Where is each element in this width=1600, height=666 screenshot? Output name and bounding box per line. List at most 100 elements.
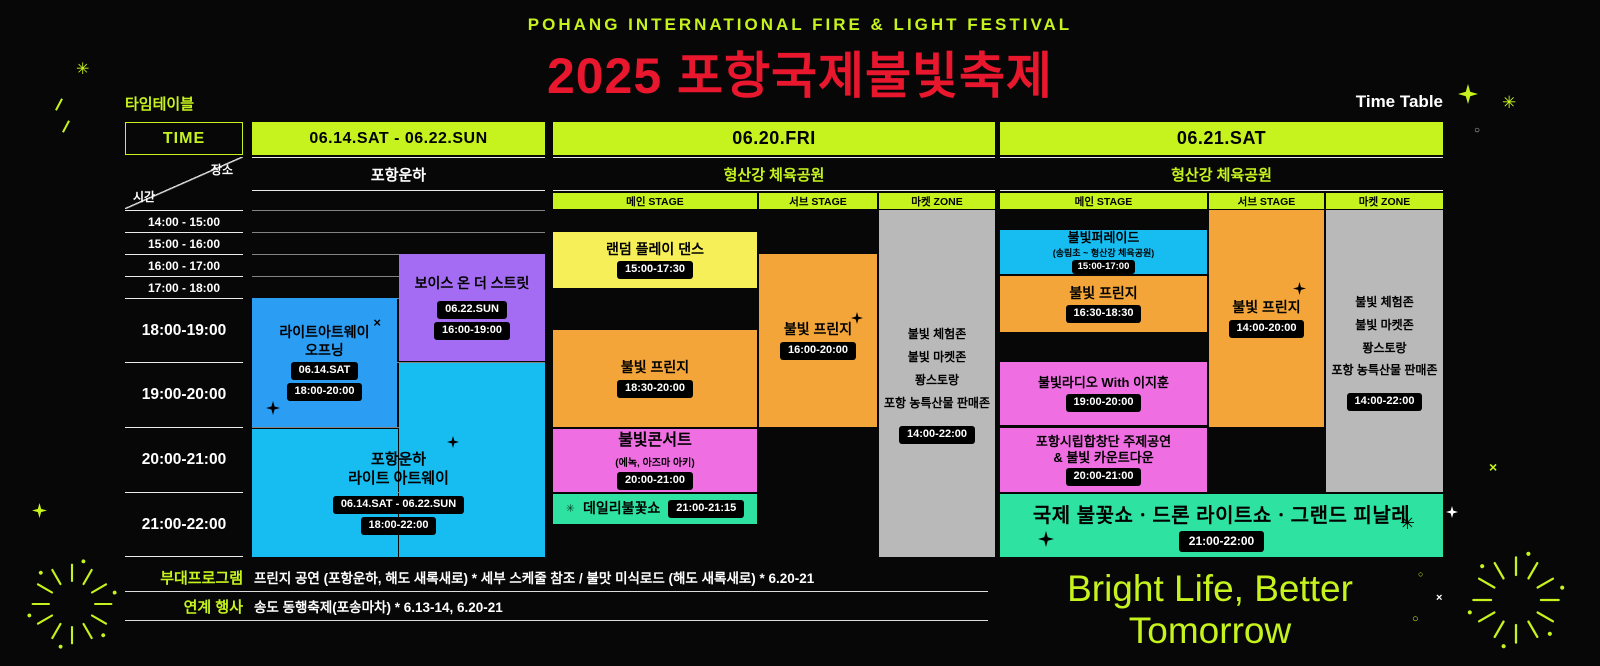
event-time-badge: 18:00-20:00 — [286, 383, 363, 401]
event-daily-fireworks: ✳ 데일리불꽃쇼 21:00-21:15 — [553, 494, 757, 524]
venue-label: 형산강 체육공원 — [553, 157, 995, 191]
firework-icon — [1467, 551, 1565, 649]
side-program-row: 부대프로그램 프린지 공연 (포항운하, 해도 새록새로) * 세부 스케줄 참… — [125, 563, 988, 592]
asterisk-icon: ✳ — [1502, 93, 1517, 112]
corner-cell: 장소 시간 — [125, 157, 243, 209]
event-title: 랜덤 플레이 댄스 — [606, 240, 704, 257]
time-column-header: TIME — [125, 122, 243, 155]
event-lightartway-opening: × 라이트아트웨이 오프닝 06.14.SAT 18:00-20:00 — [252, 298, 397, 427]
stage-header-market: 마켓 ZONE — [1326, 193, 1443, 209]
event-time-badge: 18:30-20:00 — [617, 379, 693, 398]
cross-icon: × — [1436, 592, 1443, 604]
event-subtitle: (에녹, 아즈마 아키) — [615, 457, 695, 469]
event-choir-countdown: 포항시립합창단 주제공연 & 불빛 카운트다운 20:00-21:00 — [1000, 428, 1207, 492]
sparkle-icon — [266, 401, 280, 415]
event-date-badge: 06.14.SAT — [290, 362, 359, 380]
event-canal-artway-area — [252, 429, 398, 557]
grid-line — [252, 210, 545, 232]
timetable-label-en: Time Table — [1355, 92, 1443, 111]
time-row: 17:00 - 18:00 — [125, 276, 243, 298]
stage-header-market: 마켓 ZONE — [879, 193, 995, 209]
event-title: 국제 불꽃쇼ㆍ드론 라이트쇼ㆍ그랜드 피날레 — [1032, 504, 1411, 527]
event-time-badge: 20:00-21:00 — [617, 471, 693, 490]
column-date-header: 06.20.FRI — [553, 122, 995, 155]
stage-header-main: 메인 STAGE — [553, 193, 757, 209]
asterisk-icon: ✳ — [565, 502, 575, 515]
festival-title: 2025 포항국제불빛축제 — [546, 48, 1054, 104]
timetable-label-ko: 타임테이블 — [125, 96, 195, 113]
event-time-badge: 15:00-17:30 — [617, 261, 693, 280]
market-zone-list: 불빛 체험존 불빛 마켓존 퐝스토랑 포항 농특산물 판매존 — [883, 327, 991, 410]
time-row: 15:00 - 16:00 — [125, 232, 243, 254]
market-time-badge: 14:00-22:00 — [899, 425, 975, 444]
cross-icon: × — [1489, 459, 1498, 475]
sparkle-icon — [1446, 506, 1458, 518]
festival-subtitle: POHANG INTERNATIONAL FIRE & LIGHT FESTIV… — [527, 15, 1073, 34]
event-subtitle: (송림초 ~ 형산강 체육공원) — [1052, 248, 1155, 259]
grid-line — [252, 298, 545, 362]
event-title: 데일리불꽃쇼 — [583, 500, 661, 517]
event-fringe-main-sat: 불빛 프린지 16:30-18:30 — [1000, 276, 1207, 332]
event-title: 라이트아트웨이 오프닝 — [279, 324, 370, 358]
column-date-header: 06.21.SAT — [1000, 122, 1443, 155]
event-fringe-sub-sat: 불빛 프린지 14:00-20:00 — [1209, 210, 1324, 427]
festival-slogan: Bright Life, Better Tomorrow — [1067, 568, 1353, 651]
corner-time-label: 시간 — [133, 190, 156, 204]
time-row: 14:00 - 15:00 — [125, 210, 243, 232]
grid-line — [252, 276, 545, 298]
event-time-badge: 21:00-21:15 — [668, 500, 745, 518]
sparkle-icon — [851, 312, 863, 324]
event-fringe-main-fri: 불빛 프린지 18:30-20:00 — [553, 330, 757, 427]
corner-place-label: 장소 — [210, 163, 233, 177]
event-time-badge: 21:00-22:00 — [1178, 530, 1265, 553]
asterisk-icon: ✳ — [76, 61, 90, 78]
event-time-badge: 14:00-20:00 — [1228, 319, 1305, 338]
sparkle-icon — [1293, 282, 1306, 295]
event-title: 불빛라디오 With 이지훈 — [1038, 375, 1169, 391]
grid-line — [252, 254, 545, 276]
circle-icon: ○ — [1474, 125, 1481, 136]
stage-header-sub: 서브 STAGE — [1209, 193, 1324, 209]
event-canal-light-artway: 포항운하 라이트 아트웨이 06.14.SAT - 06.22.SUN 18:0… — [252, 429, 545, 557]
firework-icon — [27, 559, 117, 649]
event-date-badge: 06.14.SAT - 06.22.SUN — [332, 495, 465, 514]
event-title: 불빛콘서트 — [618, 432, 692, 450]
event-light-parade: 불빛퍼레이드 (송림초 ~ 형산강 체육공원) 15:00-17:00 — [1000, 229, 1207, 275]
market-zone-fri: 불빛 체험존 불빛 마켓존 퐝스토랑 포항 농특산물 판매존 14:00-22:… — [879, 210, 995, 557]
event-time-badge: 19:00-20:00 — [1065, 393, 1142, 412]
event-time-badge: 16:00-20:00 — [780, 341, 856, 360]
market-zone-sat: 불빛 체험존 불빛 마켓존 퐝스토랑 포항 농특산물 판매존 14:00-22:… — [1326, 210, 1443, 492]
linked-event-text: 송도 동행축제(포송마차) * 6.13-14, 6.20-21 — [254, 600, 503, 615]
stage-header-sub: 서브 STAGE — [759, 193, 877, 209]
linked-event-label: 연계 행사 — [183, 598, 243, 616]
event-voice-on-the-street: 보이스 온 더 스트릿 06.22.SUN 16:00-19:00 — [399, 254, 545, 361]
event-fringe-sub-fri: 불빛 프린지 16:00-20:00 — [759, 254, 877, 427]
side-program-text: 프린지 공연 (포항운하, 해도 새록새로) * 세부 스케줄 참조 / 불맛 … — [254, 571, 815, 586]
event-time-badge: 20:00-21:00 — [1065, 468, 1142, 487]
grid-line — [252, 492, 545, 557]
event-title: 불빛 프린지 — [1232, 299, 1301, 316]
grid-line — [252, 427, 545, 492]
event-grand-finale: ✳ 국제 불꽃쇼ㆍ드론 라이트쇼ㆍ그랜드 피날레 21:00-22:00 — [1000, 494, 1443, 557]
event-title: 포항시립합창단 주제공연 & 불빛 카운트다운 — [1035, 433, 1172, 465]
event-title: 불빛 프린지 — [783, 321, 853, 338]
event-title: 불빛퍼레이드 — [1067, 229, 1140, 245]
sparkle-icon — [447, 436, 459, 448]
sparkle-icon — [1038, 531, 1054, 547]
cross-icon: × — [373, 315, 381, 330]
circle-icon: ○ — [1418, 569, 1424, 579]
event-title: 보이스 온 더 스트릿 — [414, 274, 530, 291]
time-row: 20:00-21:00 — [125, 427, 243, 492]
event-time-badge: 16:00-19:00 — [434, 322, 510, 341]
market-zone-list: 불빛 체험존 불빛 마켓존 퐝스토랑 포항 농특산물 판매존 — [1331, 294, 1438, 378]
grid-line — [252, 362, 545, 427]
time-row: 16:00 - 17:00 — [125, 254, 243, 276]
event-title: 포항운하 라이트 아트웨이 — [348, 451, 449, 488]
event-time-badge: 16:30-18:30 — [1065, 305, 1142, 324]
event-random-play-dance: 랜덤 플레이 댄스 15:00-17:30 — [553, 232, 757, 288]
tick-icon — [62, 120, 70, 133]
event-date-badge: 06.22.SUN — [437, 301, 507, 320]
stage-header-main: 메인 STAGE — [1000, 193, 1207, 209]
sparkle-icon — [32, 503, 47, 518]
